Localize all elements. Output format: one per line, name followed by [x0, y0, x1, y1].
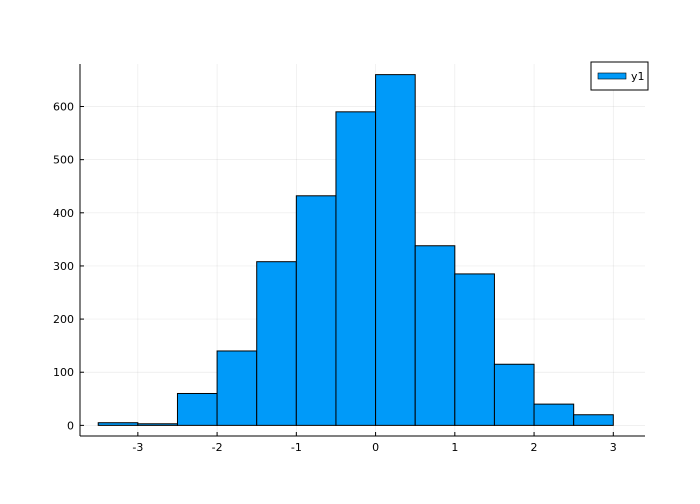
- legend-swatch: [597, 72, 627, 80]
- y-tick-label: 0: [67, 419, 74, 432]
- x-tick-label: -2: [212, 441, 223, 454]
- histogram-bar: [137, 423, 178, 426]
- histogram-bar: [97, 422, 139, 426]
- y-tick-label: 200: [53, 313, 74, 326]
- histogram-bar: [533, 403, 575, 426]
- x-tick-label: 3: [610, 441, 617, 454]
- x-tick-label: 2: [531, 441, 538, 454]
- y-tick-label: 300: [53, 260, 74, 273]
- histogram-bar: [493, 363, 535, 426]
- tick-labels: -3 -2 -1 0 1 2 3 0 100 200 300 400 500 600: [53, 101, 617, 454]
- y-tick-label: 400: [53, 207, 74, 220]
- y-tick-label: 500: [53, 154, 74, 167]
- histogram-bar: [176, 392, 218, 426]
- x-tick-label: -1: [291, 441, 302, 454]
- histogram-bar: [256, 261, 297, 426]
- y-tick-label: 100: [53, 366, 74, 379]
- histogram-bar: [454, 273, 495, 426]
- legend: y1: [590, 61, 649, 91]
- bars: [97, 74, 614, 426]
- axes: [79, 64, 645, 437]
- histogram-bar: [216, 350, 258, 426]
- histogram-bar: [573, 414, 614, 426]
- legend-label: y1: [631, 70, 645, 83]
- x-tick-label: 0: [372, 441, 379, 454]
- x-tick-label: -3: [132, 441, 143, 454]
- histogram-bar: [414, 245, 456, 426]
- y-tick-label: 600: [53, 101, 74, 114]
- histogram-bar: [295, 195, 337, 426]
- x-tick-label: 1: [451, 441, 458, 454]
- histogram-bar: [375, 74, 416, 426]
- histogram-bar: [335, 111, 377, 426]
